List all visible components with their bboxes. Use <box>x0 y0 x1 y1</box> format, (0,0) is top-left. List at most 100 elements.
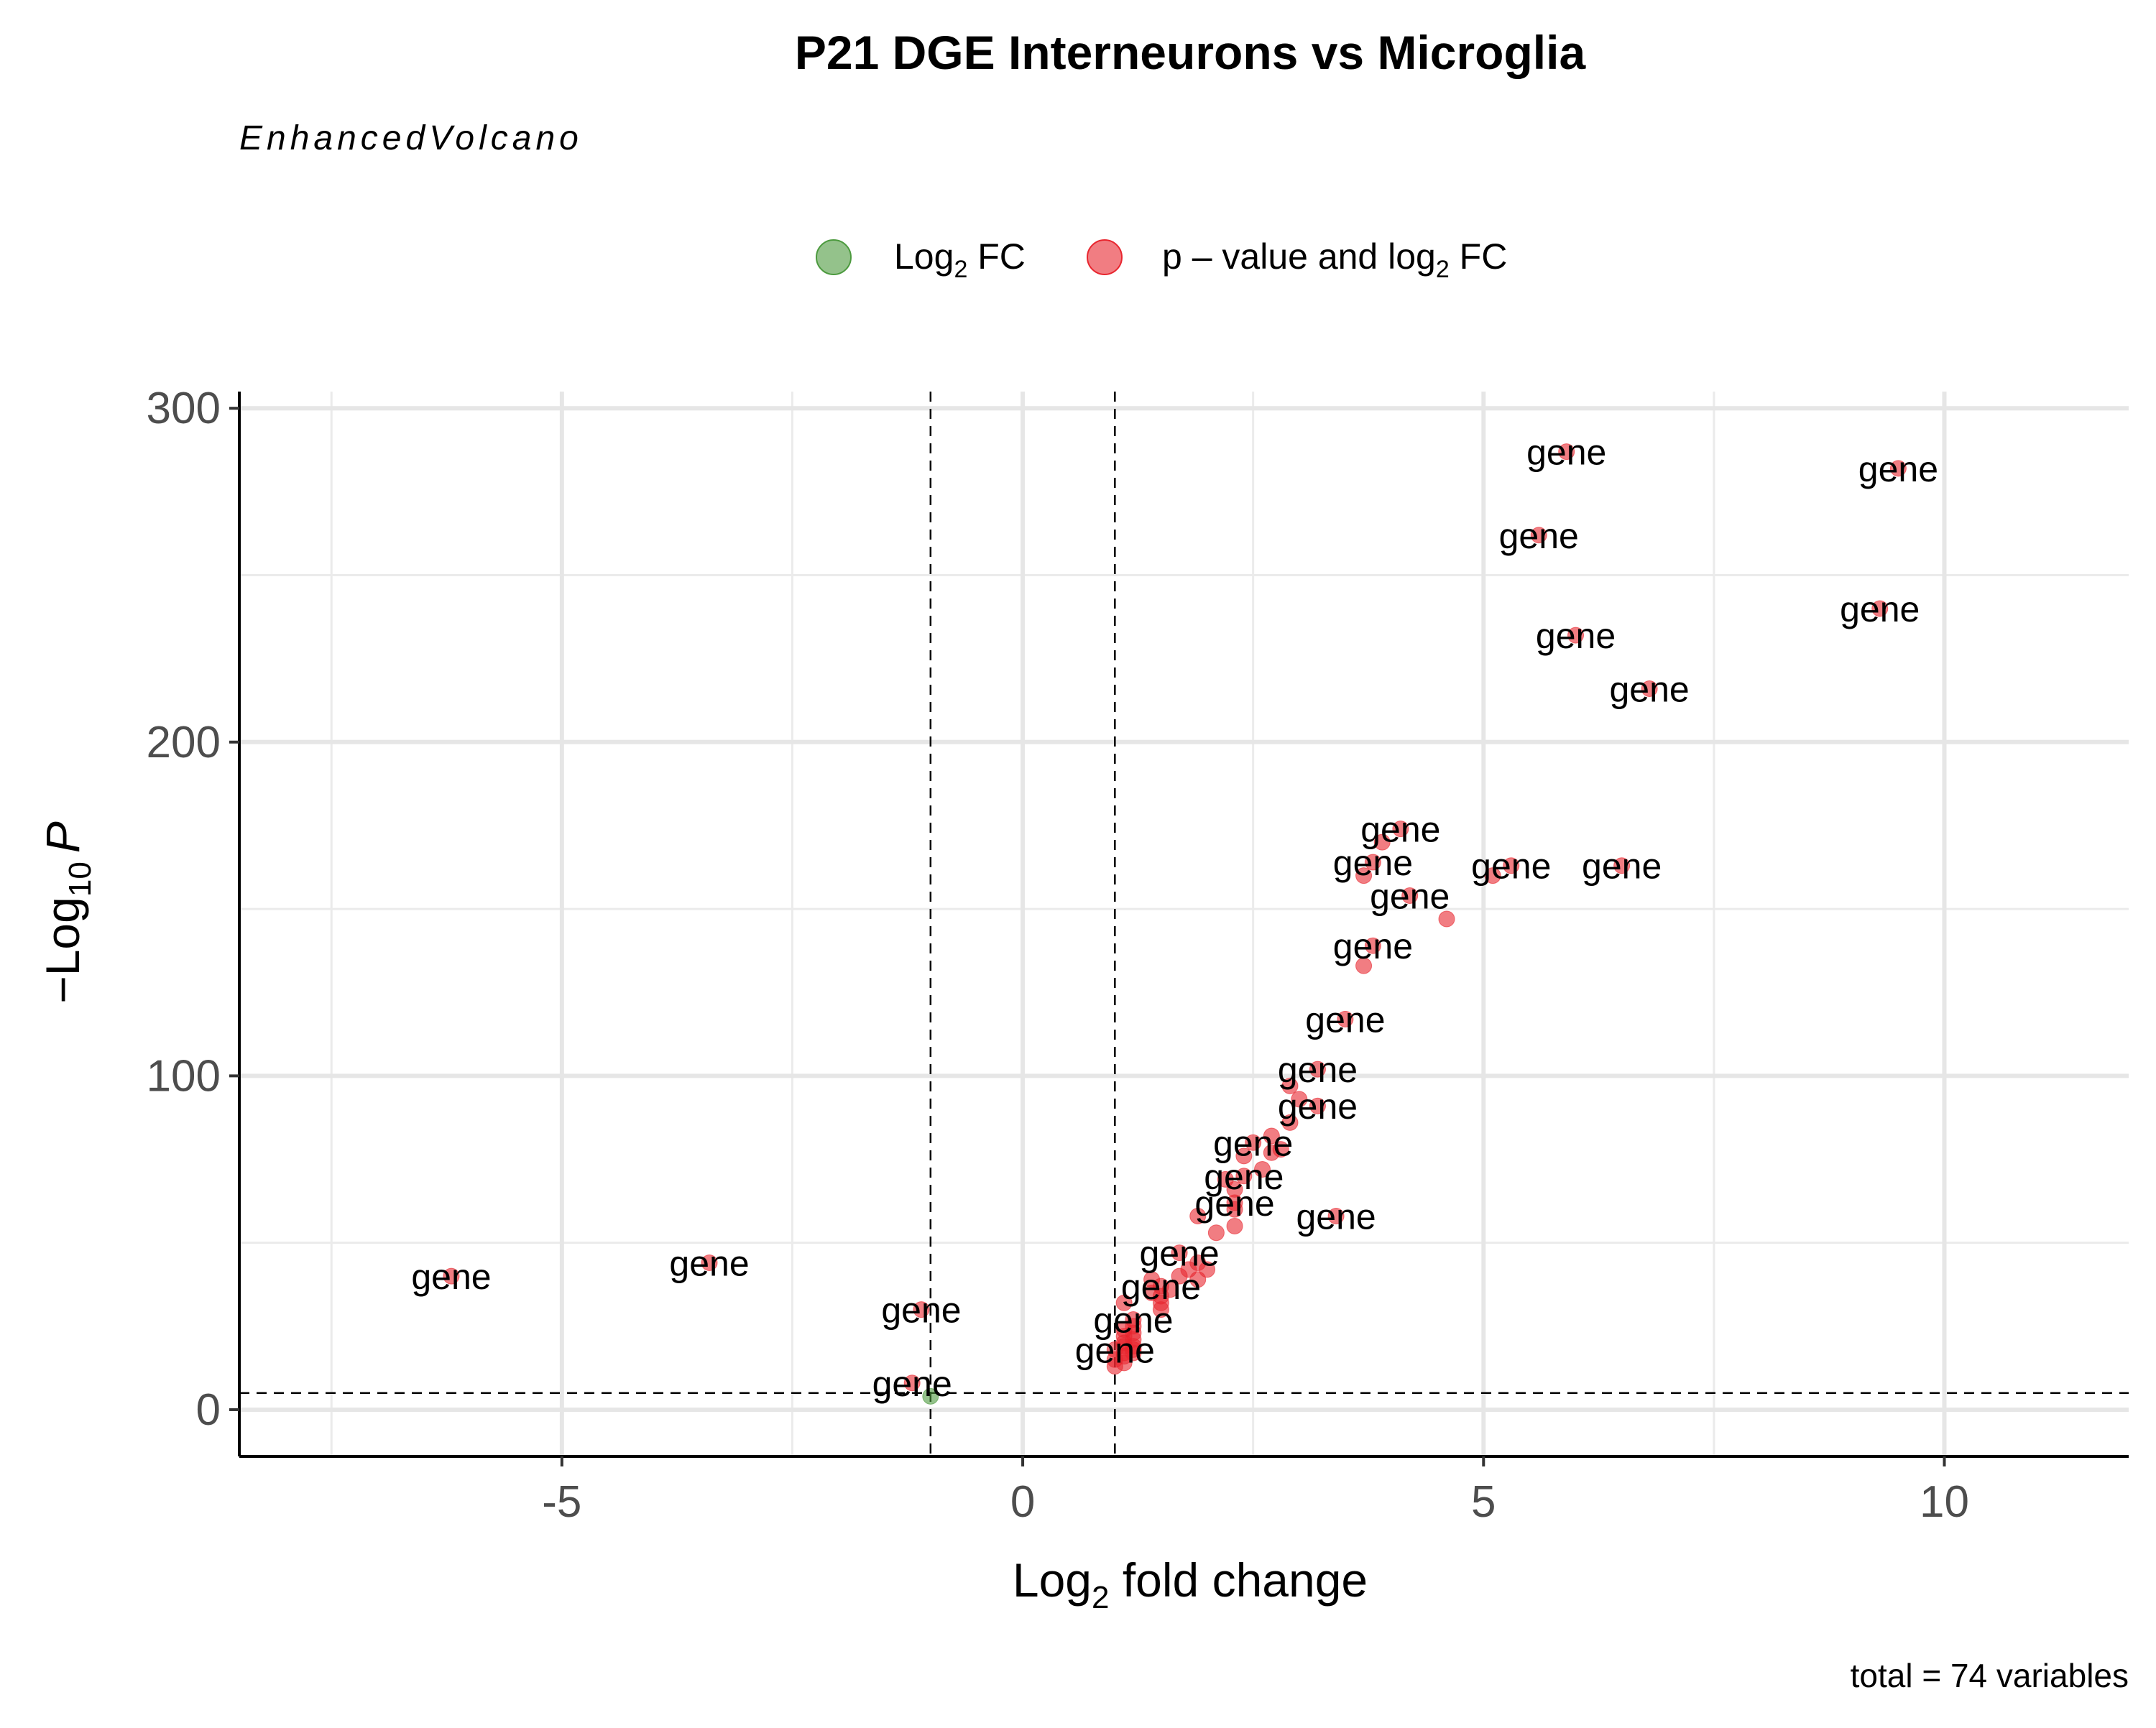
data-point-both <box>1226 1217 1243 1234</box>
chart-title: P21 DGE Interneurons vs Microglia <box>795 26 1587 79</box>
data-point-both <box>1364 854 1381 871</box>
y-axis-title: −Log10 P <box>36 821 98 1004</box>
point-label: gene <box>669 1244 749 1284</box>
point-label: gene <box>1840 589 1920 629</box>
data-point-both <box>1355 867 1373 884</box>
data-point-both <box>1309 1061 1326 1078</box>
point-label: gene <box>1278 1050 1358 1090</box>
chart-subtitle: EnhancedVolcano <box>239 119 583 157</box>
data-point-both <box>1355 957 1373 974</box>
point-label: gene <box>1278 1086 1358 1127</box>
x-tick-label: 10 <box>1920 1477 1969 1527</box>
data-point-both <box>903 1374 921 1392</box>
y-axis-title-sub: 10 <box>63 861 98 897</box>
legend-both-sub: 2 <box>1436 256 1450 283</box>
data-point-log2fc <box>922 1387 939 1405</box>
point-label: gene <box>1296 1197 1376 1237</box>
y-axis-title-prefix: −Log <box>36 897 89 1004</box>
data-point-both <box>1484 867 1501 884</box>
data-point-both <box>1189 1271 1207 1288</box>
data-point-both <box>1291 1091 1308 1108</box>
point-label: gene <box>1536 616 1616 656</box>
point-label: gene <box>1213 1123 1293 1163</box>
legend-log2fc-suffix: FC <box>967 236 1026 277</box>
data-point-both <box>1281 1114 1299 1131</box>
data-point-both <box>1401 887 1419 905</box>
data-point-both <box>1558 443 1575 461</box>
point-label: gene <box>1093 1300 1173 1341</box>
x-tick-label: 0 <box>1010 1477 1035 1527</box>
data-point-both <box>1392 821 1409 838</box>
grid <box>239 392 2129 1456</box>
legend-log2fc-prefix: Log <box>894 236 954 277</box>
data-point-both <box>1309 1097 1326 1114</box>
cutoff-lines <box>239 392 2129 1456</box>
y-axis-title-suffix: P <box>36 821 89 853</box>
point-label: gene <box>872 1364 952 1404</box>
point-label: gene <box>1610 669 1690 709</box>
point-label: gene <box>1305 999 1385 1040</box>
point-label: gene <box>1121 1267 1201 1307</box>
x-tick-label: -5 <box>542 1477 581 1527</box>
data-point-both <box>1641 680 1658 697</box>
data-point-both <box>1613 857 1631 874</box>
y-tick-label: 300 <box>147 384 221 433</box>
data-point-both <box>1245 1134 1262 1151</box>
data-point-both <box>1106 1358 1123 1375</box>
data-point-both <box>443 1267 460 1285</box>
legend-log2fc-sub: 2 <box>954 256 967 283</box>
x-tick-label: 5 <box>1471 1477 1496 1527</box>
y-tick-label: 100 <box>147 1051 221 1101</box>
data-point-both <box>1337 1010 1354 1027</box>
x-axis-title-sub: 2 <box>1092 1580 1109 1615</box>
data-point-both <box>913 1301 930 1318</box>
data-point-both <box>1567 627 1585 644</box>
chart-caption: total = 74 variables <box>1851 1657 2129 1694</box>
data-point-both <box>1503 857 1520 874</box>
x-axis-title-suffix: fold change <box>1109 1553 1368 1607</box>
point-label: gene <box>1582 846 1662 887</box>
legend-both-text: p – value and log <box>1162 236 1436 277</box>
data-point-both <box>1364 937 1381 954</box>
data-point-both <box>1871 600 1889 617</box>
x-axis-title: Log2 fold change <box>1013 1553 1368 1615</box>
point-label: gene <box>1499 516 1579 556</box>
data-point-both <box>1373 833 1391 851</box>
point-label: gene <box>1333 843 1413 883</box>
point-label: gene <box>1194 1183 1274 1224</box>
data-point-both <box>1235 1147 1253 1165</box>
legend-label-log2fc: Log2 FC <box>894 236 1026 283</box>
point-label: gene <box>881 1290 961 1331</box>
legend-both-suffix: FC <box>1450 236 1508 277</box>
data-point-both <box>1327 1208 1345 1225</box>
point-label: gene <box>1204 1157 1284 1197</box>
x-axis-title-prefix: Log <box>1013 1553 1092 1607</box>
point-label: gene <box>1360 810 1440 850</box>
point-label: gene <box>1075 1330 1155 1370</box>
data-point-both <box>701 1255 718 1272</box>
data-point-both <box>1207 1224 1225 1242</box>
data-point-both <box>1281 1077 1299 1094</box>
y-tick-label: 0 <box>196 1385 221 1435</box>
point-label: gene <box>1526 433 1606 473</box>
data-point-both <box>1189 1208 1207 1225</box>
point-label: gene <box>1333 926 1413 966</box>
legend-key-log2fc <box>816 239 852 275</box>
data-point-both <box>1115 1294 1133 1311</box>
point-label: gene <box>411 1257 491 1297</box>
data-point-both <box>1171 1267 1188 1285</box>
data-point-both <box>1263 1127 1280 1145</box>
data-point-both <box>1152 1301 1169 1318</box>
data-point-both <box>1226 1201 1243 1218</box>
data-point-both <box>1438 910 1455 928</box>
data-points <box>443 443 1907 1405</box>
point-label: gene <box>1139 1234 1219 1274</box>
point-label: gene <box>1858 449 1938 489</box>
data-point-both <box>1889 460 1907 477</box>
data-point-both <box>1254 1160 1271 1178</box>
